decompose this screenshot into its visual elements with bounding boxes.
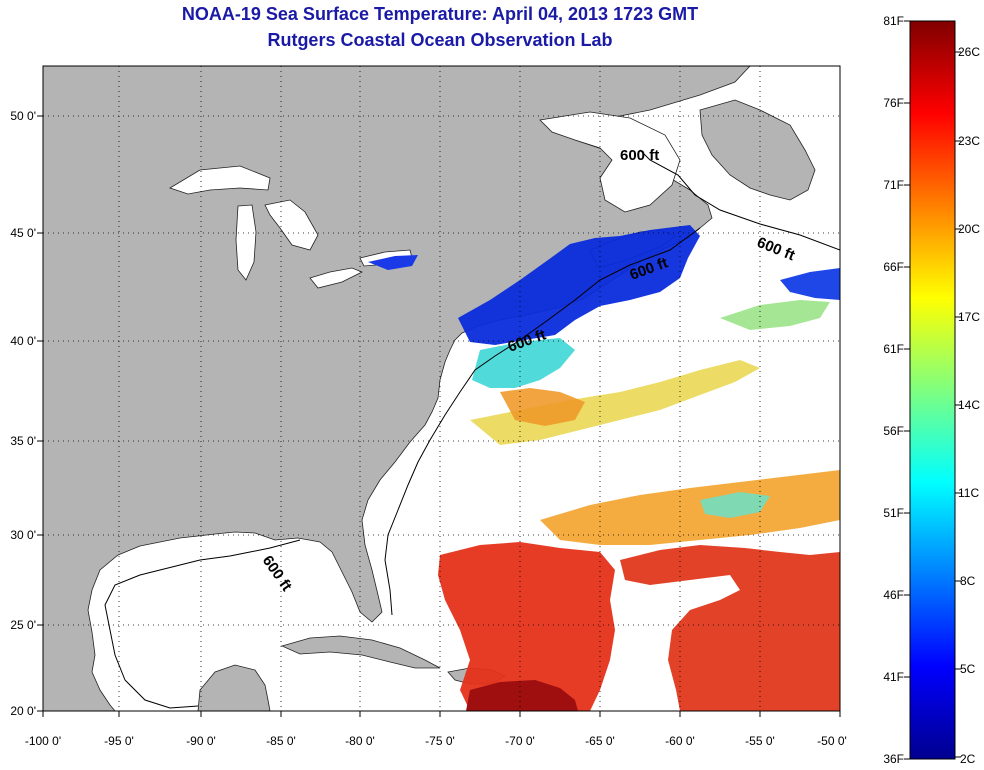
lon-label-55: -55 0'	[745, 734, 775, 748]
chart-title: NOAA-19 Sea Surface Temperature: April 0…	[181, 4, 699, 24]
lat-label-25: 25 0'	[10, 618, 36, 632]
gulf-of-st-lawrence	[539, 111, 681, 213]
lat-label-30: 30 0'	[10, 528, 36, 542]
lon-label-90: -90 0'	[186, 734, 216, 748]
cuba-land	[280, 635, 441, 669]
cb-label-26c: 26C	[958, 45, 980, 59]
lon-label-50: -50 0'	[817, 734, 847, 748]
lon-label-70: -70 0'	[505, 734, 535, 748]
colorbar-ticks	[904, 20, 961, 760]
contour-line-gulf	[104, 539, 301, 709]
cb-label-8c: 8C	[960, 574, 976, 588]
lon-label-80: -80 0'	[345, 734, 375, 748]
lake-huron	[264, 199, 319, 251]
cb-label-71f: 71F	[883, 178, 904, 192]
lon-label-75: -75 0'	[425, 734, 455, 748]
lat-label-40: 40 0'	[10, 334, 36, 348]
plot-frame	[42, 65, 841, 712]
lat-label-20: 20 0'	[10, 704, 36, 718]
sst-orange-patch-1	[500, 388, 585, 426]
sst-mid-layer	[470, 300, 840, 545]
cb-label-2c: 2C	[960, 752, 976, 766]
lake-michigan	[235, 204, 257, 281]
cb-label-14c: 14C	[958, 398, 980, 412]
cb-label-46f: 46F	[883, 588, 904, 602]
cb-label-11c: 11C	[958, 486, 979, 500]
sst-orange-band-south	[540, 470, 840, 545]
lake-superior	[169, 165, 271, 195]
sst-blue-region	[458, 225, 700, 345]
cb-label-51f: 51F	[883, 506, 904, 520]
colorbar-c-labels: 26C 23C 20C 17C 14C 11C 8C 5C 2C	[958, 45, 980, 766]
colorbar-f-labels: 81F 76F 71F 66F 61F 56F 51F 46F 41F 36F	[883, 14, 904, 766]
sst-red-east	[620, 545, 840, 711]
cb-label-66f: 66F	[883, 260, 904, 274]
sst-green-strip	[720, 300, 830, 330]
cb-label-36f: 36F	[883, 752, 904, 766]
cb-label-17c: 17C	[958, 310, 980, 324]
cb-label-61f: 61F	[883, 342, 904, 356]
lon-label-95: -95 0'	[104, 734, 134, 748]
cb-label-20c: 20C	[958, 222, 980, 236]
cb-label-5c: 5C	[960, 662, 976, 676]
sst-red-west	[438, 542, 615, 711]
cb-label-41f: 41F	[883, 670, 904, 684]
lat-label-35: 35 0'	[10, 434, 36, 448]
lon-label-65: -65 0'	[585, 734, 615, 748]
north-america-land	[43, 66, 751, 711]
lat-tick-labels: 20 0' 25 0' 30 0' 35 0' 40 0' 45 0' 50 0…	[10, 109, 36, 718]
cb-label-81f: 81F	[883, 14, 904, 28]
sst-cyan-region	[472, 338, 575, 388]
lon-label-100: -100 0'	[25, 734, 61, 748]
sst-cyan-streak	[700, 492, 770, 518]
cb-label-76f: 76F	[883, 96, 904, 110]
lon-label-85: -85 0'	[266, 734, 296, 748]
axis-ticks	[37, 115, 841, 717]
lon-label-60: -60 0'	[665, 734, 695, 748]
newfoundland-land	[699, 99, 816, 201]
lat-label-50: 50 0'	[10, 109, 36, 123]
contour-label-1: 600 ft	[620, 147, 659, 164]
cb-label-23c: 23C	[958, 134, 980, 148]
cb-label-56f: 56F	[883, 424, 904, 438]
chart-subtitle: Rutgers Coastal Ocean Observation Lab	[267, 30, 613, 50]
colorbar	[909, 20, 956, 760]
lat-label-45: 45 0'	[10, 226, 36, 240]
sst-far-east-blue	[780, 268, 840, 300]
sst-cold-layer	[368, 225, 840, 388]
yucatan-land	[197, 664, 271, 711]
sst-lake-ontario-blue	[368, 255, 418, 270]
lake-erie	[309, 267, 363, 289]
sst-darkred-caribbean	[466, 680, 578, 711]
lon-tick-labels: -100 0' -95 0' -90 0' -85 0' -80 0' -75 …	[25, 734, 847, 748]
sst-warm-layer	[438, 542, 840, 711]
